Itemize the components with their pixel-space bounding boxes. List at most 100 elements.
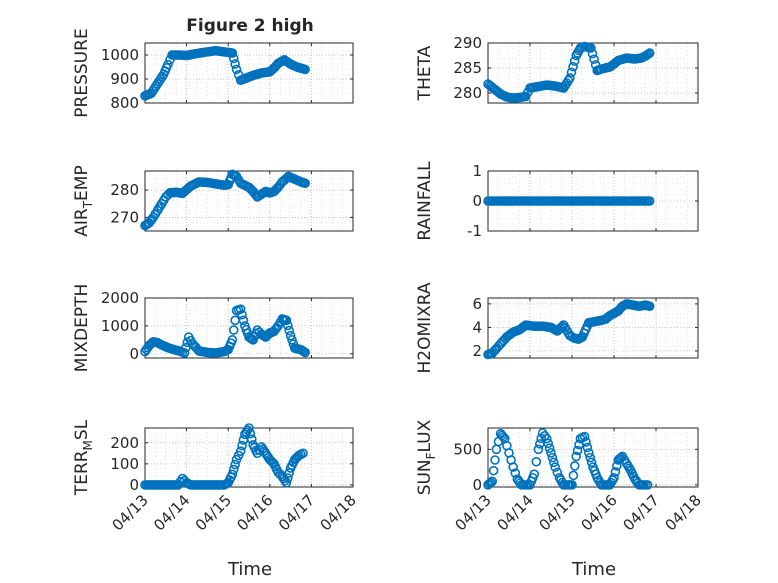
data-point xyxy=(550,462,561,472)
y-axis-label: H2OMIXRA xyxy=(415,282,435,373)
y-tick-label: 2000 xyxy=(101,289,139,307)
y-tick-label: 100 xyxy=(110,455,139,473)
data-point xyxy=(571,451,582,462)
data-point xyxy=(546,448,556,458)
subplot-theta: 280 285 290 THETA xyxy=(415,34,699,104)
data-point xyxy=(283,473,293,483)
y-axis-label-rest: SL xyxy=(72,419,92,440)
data-point xyxy=(245,428,256,439)
data-point xyxy=(484,478,495,489)
data-point xyxy=(567,480,577,490)
subplot-h2omixra: 2 4 6 H2OMIXRA xyxy=(415,282,699,374)
y-tick-label: 0 xyxy=(129,345,139,363)
data-point xyxy=(642,480,653,490)
y-axis-label-main: AIR xyxy=(72,208,92,237)
x-axis-label-right: Time xyxy=(571,559,616,580)
data-point xyxy=(543,438,554,449)
data-point xyxy=(300,64,310,75)
y-tick-label: 800 xyxy=(110,94,139,112)
data-point xyxy=(609,472,619,483)
data-point xyxy=(230,459,240,470)
axes-box xyxy=(487,42,699,104)
data-point xyxy=(587,48,598,59)
data-point xyxy=(614,454,625,464)
data-point xyxy=(235,304,246,314)
data-point xyxy=(586,457,597,468)
subplot-mixdepth: 0 1000 2000 MIXDEPTH xyxy=(72,284,354,373)
data-point xyxy=(237,309,247,320)
data-point xyxy=(179,348,190,358)
data-point xyxy=(547,452,558,463)
data-point xyxy=(280,475,290,486)
y-axis-label-rest: EMP xyxy=(72,165,92,201)
y-tick-label: 280 xyxy=(453,84,482,102)
y-axis-label-subscript: T xyxy=(81,200,95,209)
y-tick-label: 6 xyxy=(472,295,482,313)
data-point xyxy=(285,330,296,341)
data-point xyxy=(298,448,308,459)
data-point xyxy=(552,467,563,478)
y-axis-label-main: TERR xyxy=(72,450,92,496)
data-point xyxy=(300,347,310,358)
data-point xyxy=(581,437,591,447)
data-point xyxy=(529,469,540,480)
data-point xyxy=(227,335,238,345)
data-point xyxy=(568,61,578,72)
data-point xyxy=(227,469,238,480)
data-point xyxy=(544,443,555,453)
y-axis-label-subscript: M xyxy=(81,440,95,450)
axes-box xyxy=(144,427,354,488)
axes-box xyxy=(487,427,699,488)
data-point xyxy=(244,423,254,433)
data-point xyxy=(227,48,238,58)
axes-box xyxy=(144,42,354,104)
subplot-pressure: 800 900 1000 PRESSURE xyxy=(72,28,354,118)
axes-box xyxy=(487,297,699,359)
data-point xyxy=(488,465,499,476)
data-point xyxy=(583,448,594,458)
data-point xyxy=(531,456,542,467)
data-point xyxy=(287,335,297,345)
data-point xyxy=(228,464,239,475)
y-axis-label: TERRMSL xyxy=(72,419,95,496)
figure-title: Figure 2 high xyxy=(186,16,314,36)
data-point xyxy=(490,455,500,465)
y-tick-label: 4 xyxy=(472,318,482,336)
y-tick-label: 0 xyxy=(472,476,482,494)
data-point xyxy=(228,53,239,64)
y-axis-label: MIXDEPTH xyxy=(72,284,92,373)
y-axis-label: RAINFALL xyxy=(415,161,435,241)
y-tick-label: 1000 xyxy=(101,317,139,335)
data-point xyxy=(228,325,239,335)
y-tick-label: 280 xyxy=(110,181,139,199)
data-point xyxy=(498,432,509,442)
y-tick-label: 1 xyxy=(472,162,482,180)
data-point xyxy=(508,462,519,472)
data-point xyxy=(238,315,249,326)
y-tick-label: 270 xyxy=(110,208,139,226)
y-axis-label: THETA xyxy=(415,45,435,101)
axes-box xyxy=(144,297,354,359)
data-point xyxy=(582,442,593,453)
y-tick-label: 290 xyxy=(453,34,482,52)
data-point xyxy=(485,477,496,488)
data-point xyxy=(548,457,559,468)
data-point xyxy=(284,325,295,336)
data-point xyxy=(644,48,655,58)
y-tick-label: 500 xyxy=(453,440,482,458)
data-point xyxy=(541,433,552,444)
y-axis-label: PRESSURE xyxy=(72,28,92,117)
data-point xyxy=(487,476,498,487)
data-point xyxy=(281,315,292,326)
data-point xyxy=(569,56,580,66)
y-tick-label: 0 xyxy=(129,476,139,494)
data-point xyxy=(163,59,173,70)
axes-box xyxy=(144,170,354,232)
data-point xyxy=(270,185,281,195)
data-point xyxy=(568,470,579,481)
data-point xyxy=(300,178,310,189)
y-tick-label: 0 xyxy=(472,192,482,210)
data-point xyxy=(231,64,242,75)
data-point xyxy=(237,440,247,451)
